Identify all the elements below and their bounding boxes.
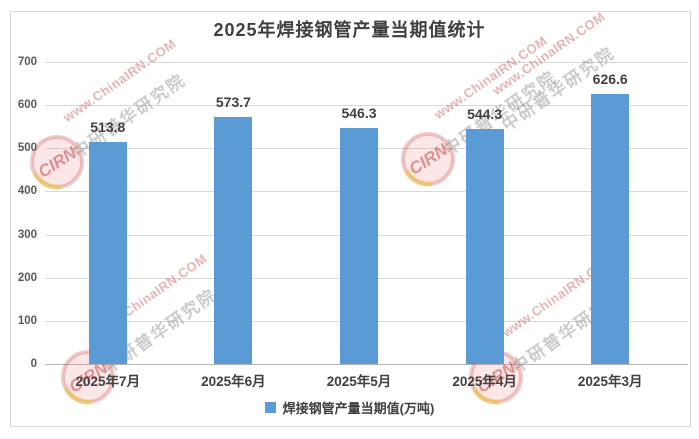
- bar-value-label: 513.8: [90, 119, 126, 136]
- x-axis-labels: 2025年7月 2025年6月 2025年5月 2025年4月 2025年3月: [45, 370, 688, 389]
- legend[interactable]: 焊接钢管产量当期值(万吨): [0, 398, 699, 417]
- bar-2025年3月[interactable]: [591, 93, 630, 364]
- y-tick-label: 200: [17, 271, 37, 284]
- y-tick-label: 500: [17, 142, 37, 155]
- y-tick-label: 100: [17, 314, 37, 327]
- y-tick-label: 700: [17, 56, 37, 68]
- bar-2025年6月[interactable]: [214, 116, 253, 364]
- x-tick-label: 2025年4月: [452, 374, 517, 389]
- chart-frame: [10, 11, 691, 427]
- y-axis: 0 100 200 300 400 500 600 700: [0, 56, 37, 370]
- y-tick-label: 300: [17, 228, 37, 241]
- bar-value-label: 573.7: [215, 93, 251, 110]
- x-tick-label: 2025年3月: [577, 374, 643, 389]
- bar-2025年7月[interactable]: [88, 142, 127, 364]
- y-tick-label: 400: [17, 185, 37, 198]
- bar-value-label: 626.6: [592, 70, 628, 87]
- chart-title: 2025年焊接钢管产量当期值统计: [213, 20, 486, 40]
- x-tick-label: 2025年5月: [326, 374, 392, 389]
- legend-label: 焊接钢管产量当期值(万吨): [282, 401, 435, 416]
- bar-value-label: 546.3: [341, 105, 377, 122]
- x-axis-line: [45, 364, 688, 365]
- x-tick-label: 2025年6月: [201, 374, 266, 389]
- bar-value-label: 544.3: [467, 106, 503, 123]
- gridline: [45, 62, 688, 63]
- plot-area: 513.8 573.7 546.3 544.3 626.6: [45, 62, 688, 365]
- gridline: [45, 105, 688, 107]
- x-tick-label: 2025年7月: [75, 374, 141, 389]
- bar-2025年5月[interactable]: [340, 128, 378, 364]
- y-tick-label: 0: [30, 358, 37, 370]
- bar-2025年4月[interactable]: [465, 129, 504, 364]
- legend-swatch-icon: [264, 402, 276, 413]
- y-tick-label: 600: [17, 99, 37, 112]
